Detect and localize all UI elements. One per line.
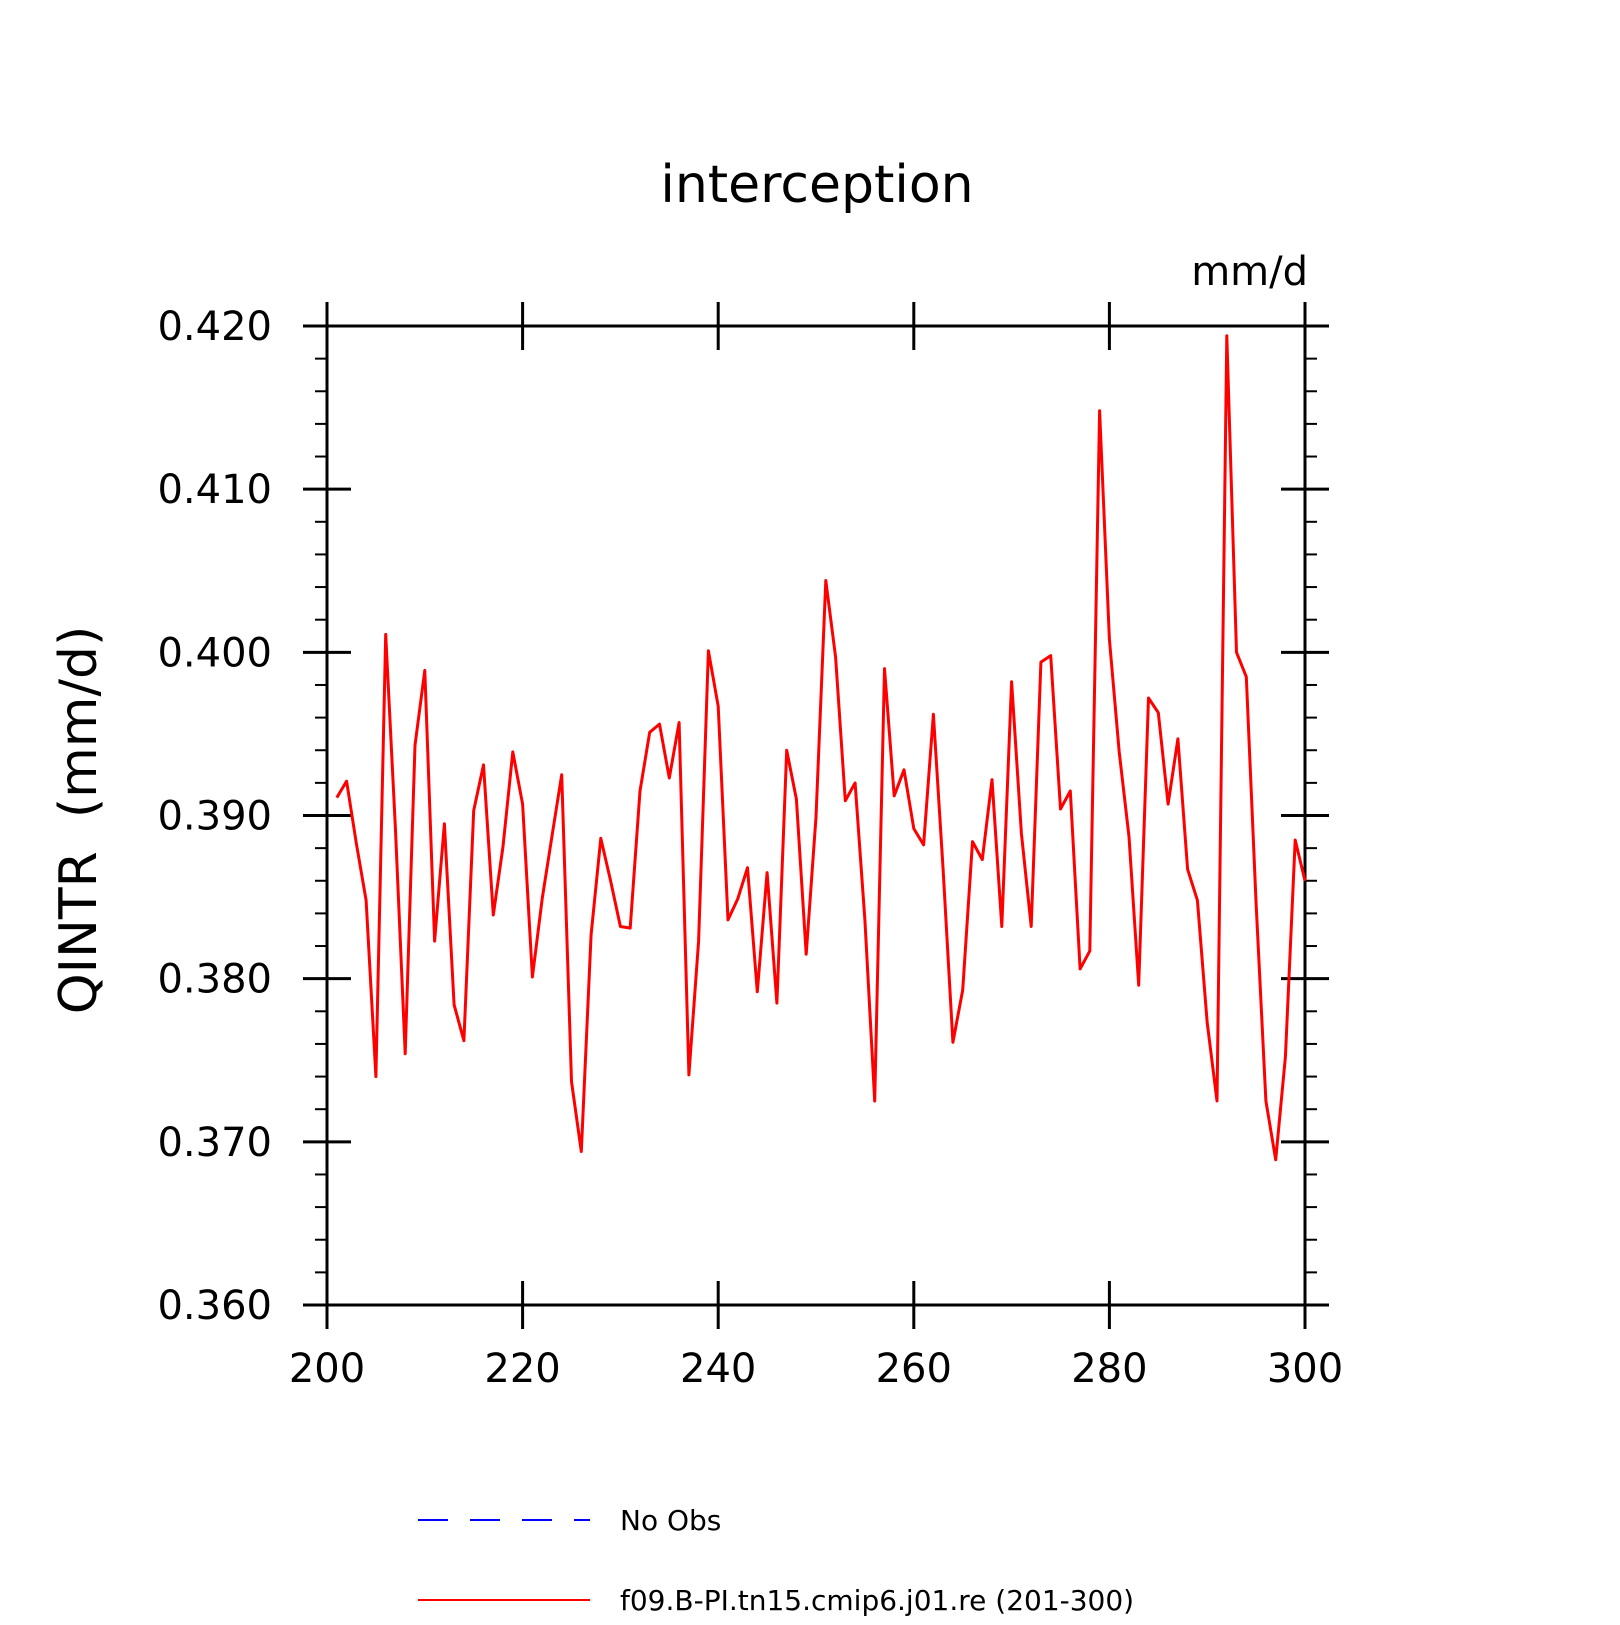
y-tick-label: 0.410 [157,467,272,513]
x-tick-label: 200 [289,1346,365,1392]
y-axis-label: QINTR (mm/d) [49,626,109,1015]
y-tick-label: 0.380 [157,957,272,1003]
chart-title: interception [660,155,973,215]
legend: No Obs f09.B-PI.tn15.cmip6.j01.re (201-30… [418,1504,1134,1617]
x-tick-label: 220 [484,1346,560,1392]
legend-label: f09.B-PI.tn15.cmip6.j01.re (201-300) [620,1584,1134,1617]
y-tick-label: 0.360 [157,1283,272,1329]
x-tick-label: 280 [1071,1346,1147,1392]
y-tick-label: 0.400 [157,630,272,676]
units-label: mm/d [1191,249,1308,295]
y-tick-label: 0.390 [157,794,272,840]
series-layer [335,334,1307,1162]
series-line [335,334,1307,1162]
x-tick-label: 260 [876,1346,952,1392]
y-tick-label: 0.420 [157,304,272,350]
y-tick-label: 0.370 [157,1120,272,1166]
x-tick-label: 240 [680,1346,756,1392]
x-tick-label: 300 [1267,1346,1343,1392]
axes: 200 220 240 260 280 300 0.360 0.370 0.380 0.390 0.… [157,302,1343,1392]
legend-label: No Obs [620,1504,721,1537]
